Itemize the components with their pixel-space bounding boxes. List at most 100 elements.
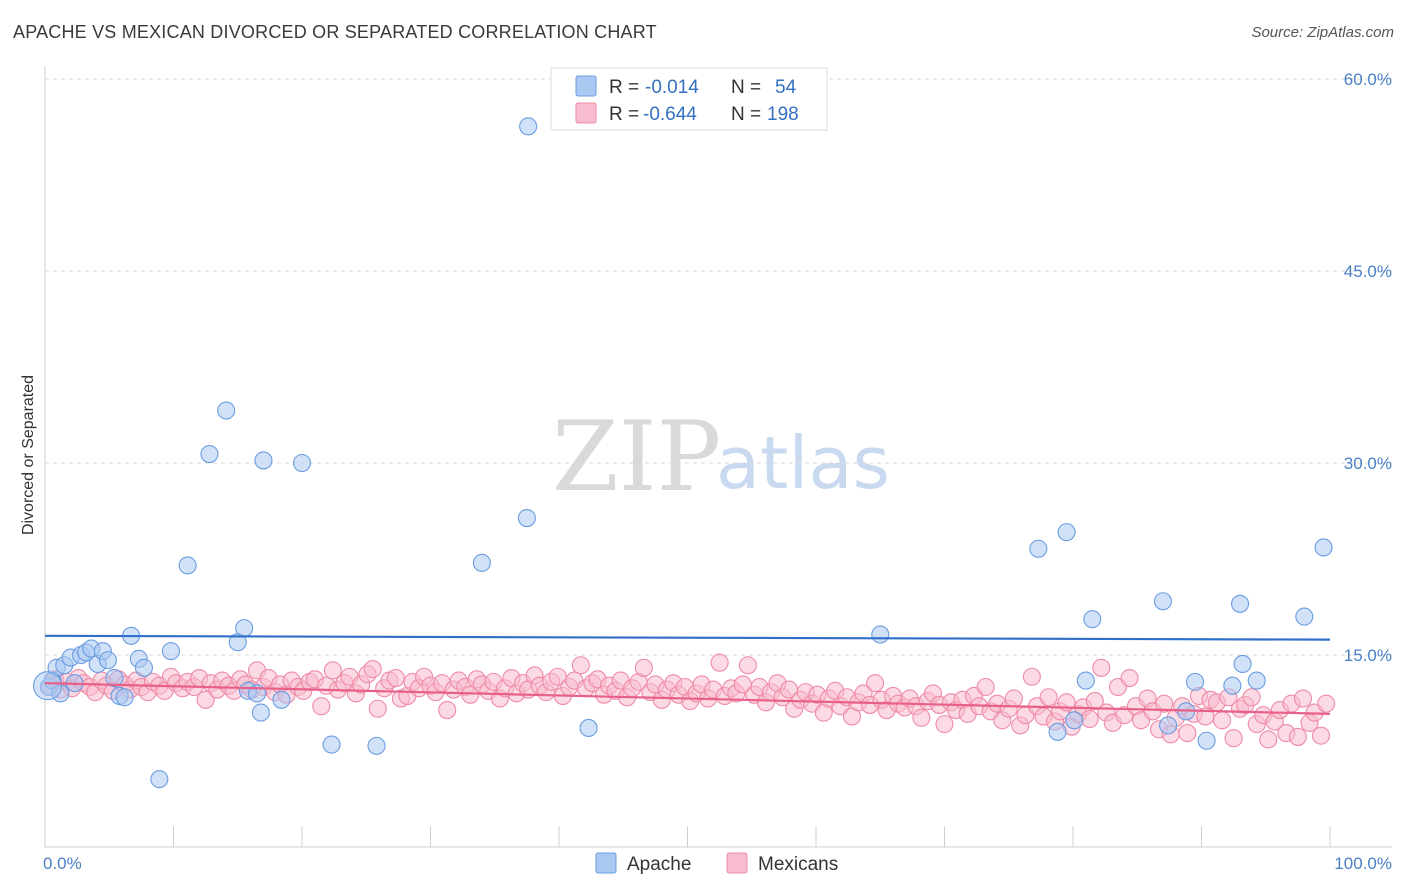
point-apache-31 [292,453,312,473]
point-apache-23 [217,401,236,420]
grid-lines [45,78,1392,656]
axes [44,66,1392,848]
point-mexicans-197 [1178,724,1197,743]
point-apache-30 [272,690,291,709]
point-apache-45 [1153,592,1172,611]
point-mexicans-60 [386,668,405,688]
point-mexicans-221 [1317,694,1336,713]
point-apache-12 [98,651,118,670]
legend-swatch-mexicans [575,102,597,124]
point-mexicans-155 [935,715,954,734]
point-mexicans-216 [1288,727,1307,746]
x-tick-label-0: 0.0% [43,854,82,873]
legend-n-value-mexicans: 198 [767,104,799,125]
point-mexicans-151 [912,708,931,727]
series-legend-label-apache: Apache [627,854,691,875]
point-apache-33 [367,736,386,755]
series-mexicans [41,653,1336,749]
series-legend: Apache Mexicans [595,852,838,875]
point-mexicans-193 [1155,694,1174,713]
watermark-zip: ZIP [552,401,721,513]
trend-lines [44,634,1331,715]
stats-legend: R = -0.014 N = 54 R = -0.644 N = 198 [550,67,828,131]
legend-box [550,67,828,131]
point-apache-46 [1159,716,1178,735]
point-mexicans-162 [976,677,995,697]
legend-n-label: N = [731,104,761,125]
point-mexicans-203 [1213,711,1232,730]
series-legend-swatch-mexicans [726,852,748,874]
point-mexicans-173 [1039,688,1058,707]
point-mexicans-103 [634,658,653,677]
point-mexicans-69 [438,700,457,720]
point-mexicans-181 [1085,692,1104,711]
point-mexicans-211 [1259,730,1278,749]
point-apache-cluster [33,671,63,701]
point-mexicans-187 [1120,668,1139,688]
chart-title: APACHE VS MEXICAN DIVORCED OR SEPARATED … [13,22,657,42]
point-mexicans-116 [710,653,729,672]
series-legend-label-mexicans: Mexicans [758,854,838,875]
point-apache-49 [1197,731,1216,750]
point-mexicans-88 [548,667,567,686]
point-mexicans-167 [1004,689,1023,708]
point-apache-18 [134,658,153,677]
point-mexicans-217 [1293,689,1313,708]
point-apache-32 [322,735,341,754]
y-axis-label: Divorced or Separated [20,375,37,535]
point-apache-50 [1223,676,1242,695]
legend-r-label: R = [609,77,639,98]
point-apache-39 [1029,539,1048,558]
legend-r-label: R = [609,104,639,125]
point-apache-53 [1247,671,1266,690]
point-apache-54 [1295,607,1314,626]
y-tick-label-3: 60.0% [1344,70,1392,89]
point-apache-36 [519,117,538,136]
point-mexicans-49 [323,661,342,680]
point-mexicans-205 [1224,729,1243,748]
point-mexicans-180 [1080,709,1099,729]
trend-line-mexicans [44,682,1331,715]
point-apache-21 [178,556,197,575]
watermark: ZIP atlas [552,401,890,513]
legend-swatch-apache [575,75,597,97]
series-legend-swatch-apache [595,852,617,874]
point-apache-52 [1233,654,1252,674]
y-tick-label-0: 15.0% [1344,646,1392,665]
legend-n-label: N = [731,77,761,98]
point-apache-25 [235,619,254,638]
point-mexicans-208 [1242,688,1261,707]
point-apache-43 [1076,671,1095,690]
point-apache-34 [472,553,491,572]
point-apache-38 [871,625,890,644]
point-apache-40 [1048,722,1067,741]
point-apache-37 [579,718,598,738]
point-apache-20 [161,642,180,661]
x-tick-label-1: 100.0% [1334,854,1392,873]
point-mexicans-143 [866,674,885,693]
point-apache-28 [251,703,270,722]
point-mexicans-220 [1311,726,1331,745]
point-mexicans-56 [363,660,382,679]
point-apache-42 [1065,711,1084,730]
point-mexicans-73 [461,685,480,704]
point-apache-41 [1057,523,1076,542]
point-apache-55 [1314,538,1333,557]
point-apache-19 [150,770,169,789]
legend-r-value-mexicans: -0.644 [643,104,697,125]
point-mexicans-182 [1092,658,1111,677]
point-mexicans-57 [368,699,387,718]
y-tick-label-2: 45.0% [1344,262,1392,281]
source-credit: Source: ZipAtlas.com [1251,24,1394,41]
legend-n-value-apache: 54 [775,77,797,98]
y-tick-label-1: 30.0% [1344,454,1392,473]
point-mexicans-170 [1022,667,1041,686]
point-mexicans-92 [571,656,590,675]
point-apache-29 [254,451,273,470]
point-apache-48 [1186,672,1205,691]
legend-r-value-apache: -0.014 [645,77,699,98]
point-apache-35 [517,508,536,528]
point-mexicans-27 [196,690,215,709]
point-apache-22 [200,444,219,464]
